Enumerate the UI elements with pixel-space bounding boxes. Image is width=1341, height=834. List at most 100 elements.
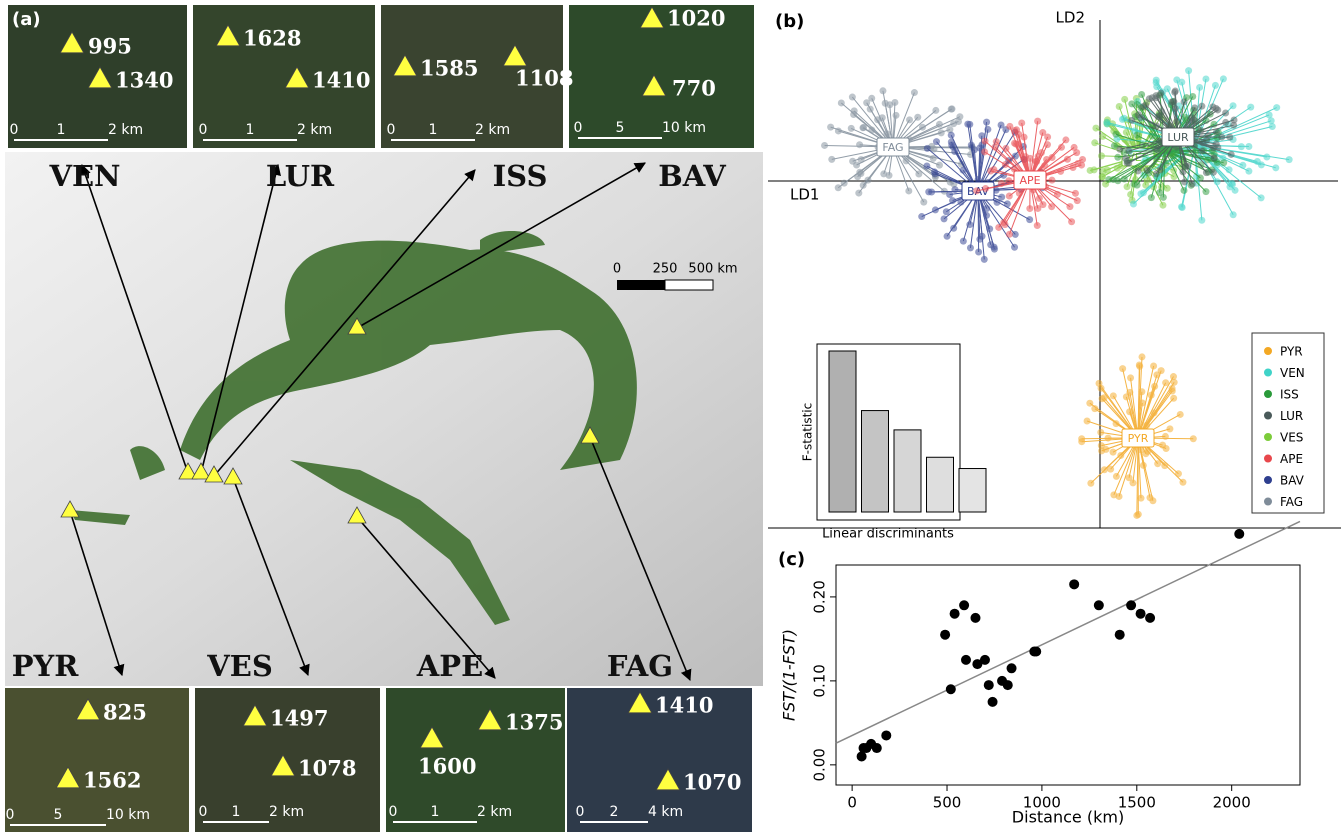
point: [973, 187, 981, 195]
point: [1153, 371, 1161, 379]
point: [1005, 192, 1013, 200]
point: [1034, 117, 1042, 125]
point: [1011, 243, 1019, 251]
point: [1168, 387, 1176, 395]
point: [937, 129, 945, 137]
legend-label: LUR: [1280, 409, 1303, 423]
arrow: [589, 436, 692, 682]
scale-label: 10 km: [106, 807, 150, 823]
point: [1086, 399, 1094, 407]
point: [1230, 116, 1238, 124]
bar: [893, 429, 922, 513]
point: [1225, 166, 1233, 174]
point: [1222, 109, 1230, 117]
triangle: [270, 754, 296, 777]
point: [1091, 139, 1099, 147]
triangle: [392, 54, 418, 77]
point: [1026, 205, 1034, 213]
scale-label: 500 km: [688, 262, 737, 277]
point: [1202, 169, 1210, 177]
point: [1142, 181, 1150, 189]
scale-label: 1: [429, 122, 438, 138]
point: [1170, 394, 1178, 402]
point: [1043, 141, 1051, 149]
point: [856, 141, 864, 149]
point: [857, 156, 865, 164]
point: [1117, 451, 1125, 459]
fit-line: [835, 520, 1301, 744]
point: [1011, 152, 1019, 160]
point: [1137, 190, 1145, 198]
point: [1058, 143, 1066, 151]
point: [1157, 367, 1165, 375]
point: [1268, 122, 1276, 130]
point: [978, 132, 986, 140]
spoke: [1164, 149, 1212, 171]
legend-marker: [1264, 497, 1272, 506]
point: [834, 184, 842, 192]
spoke: [1137, 364, 1140, 439]
point: [1257, 194, 1265, 202]
point: [1198, 102, 1206, 110]
point: [1098, 395, 1106, 403]
elevation: 1497: [270, 706, 328, 731]
point: [1068, 218, 1076, 226]
point: [1138, 353, 1146, 361]
point: [1139, 103, 1147, 111]
point: [1135, 361, 1143, 369]
point: [837, 99, 845, 107]
point: [1229, 211, 1237, 219]
point: [1128, 100, 1136, 108]
point: [960, 654, 971, 665]
point: [1006, 122, 1014, 130]
point: [1234, 528, 1245, 539]
point: [998, 193, 1006, 201]
point: [1093, 600, 1104, 611]
triangle: [215, 24, 241, 47]
thumbnails: [5, 5, 754, 832]
point: [979, 654, 990, 665]
point: [1034, 152, 1042, 160]
elevation: 1340: [115, 68, 173, 93]
point: [1097, 384, 1105, 392]
point: [1180, 98, 1188, 106]
point: [1189, 118, 1197, 126]
point: [1048, 154, 1056, 162]
point: [1272, 164, 1280, 172]
triangle: [87, 66, 113, 89]
point: [1057, 167, 1065, 175]
point: [886, 101, 894, 109]
site-label: VES: [206, 649, 273, 683]
point: [1098, 173, 1106, 181]
point: [1069, 579, 1080, 590]
point: [1209, 168, 1217, 176]
spoke: [977, 190, 985, 260]
legend-label: PYR: [1280, 345, 1303, 359]
point: [1245, 167, 1253, 175]
point: [1031, 646, 1042, 657]
point: [1120, 175, 1128, 183]
point: [1086, 166, 1094, 174]
point: [1157, 89, 1165, 97]
point: [1137, 113, 1145, 121]
scale-label: 0: [10, 122, 19, 138]
point: [1126, 408, 1134, 416]
triangle: [191, 462, 211, 480]
point: [1073, 197, 1081, 205]
point: [1091, 405, 1099, 413]
scale-label: 5: [616, 120, 625, 136]
spoke: [1123, 149, 1166, 180]
point: [1018, 119, 1026, 127]
point: [1011, 230, 1019, 238]
point: [1245, 143, 1253, 151]
spoke: [977, 131, 1016, 192]
point: [1006, 663, 1017, 674]
point: [959, 600, 970, 611]
triangle: [223, 467, 243, 485]
point: [1099, 167, 1107, 175]
triangle: [75, 698, 101, 721]
point: [1109, 392, 1117, 400]
point: [1135, 608, 1146, 619]
point: [847, 124, 855, 132]
point: [1188, 180, 1196, 188]
